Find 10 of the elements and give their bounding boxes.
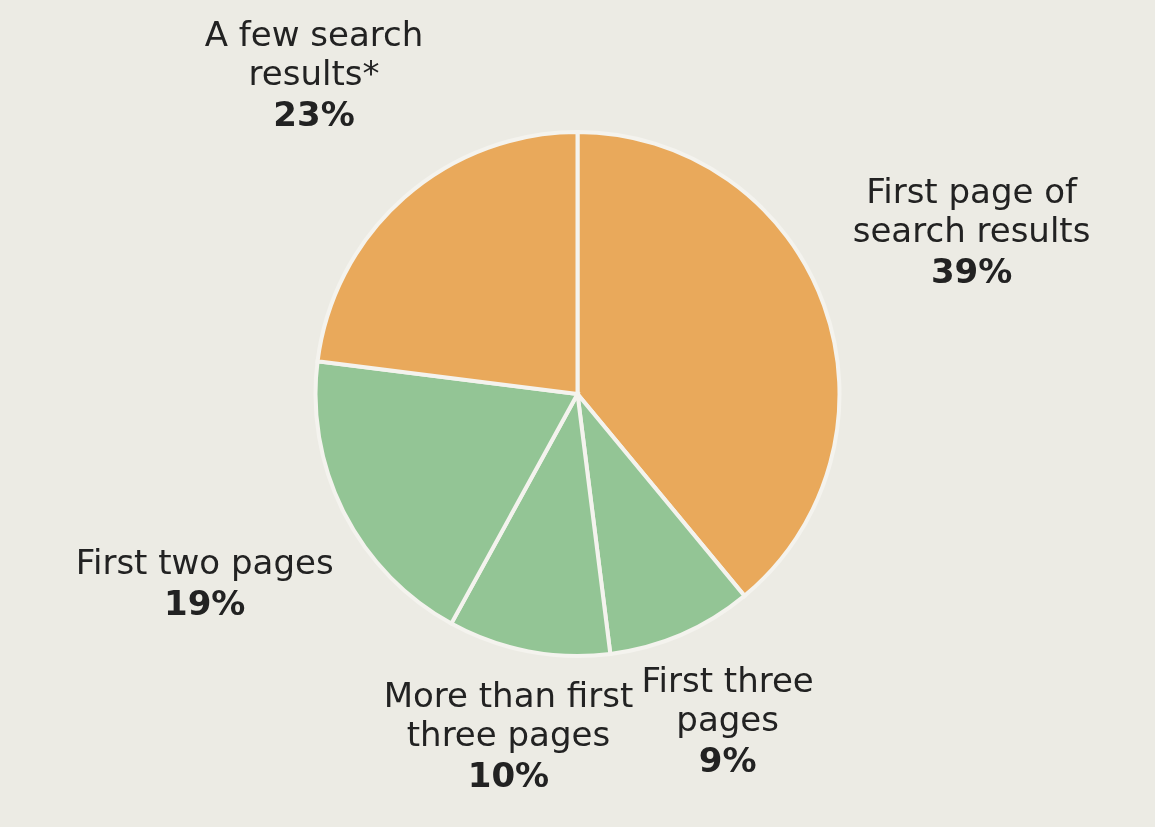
slice-label: First two pages bbox=[75, 541, 334, 582]
data-label: 19% bbox=[164, 582, 246, 623]
data-label: 9% bbox=[698, 739, 757, 780]
data-label: 39% bbox=[930, 251, 1013, 292]
slice-label: First page of search results bbox=[852, 170, 1091, 251]
slice-label: First three pages bbox=[641, 659, 814, 739]
data-label: 23% bbox=[273, 94, 355, 135]
slice-label: More than first three pages bbox=[383, 674, 634, 754]
slice-label: A few search results* bbox=[204, 13, 424, 94]
data-label: 10% bbox=[467, 754, 550, 795]
